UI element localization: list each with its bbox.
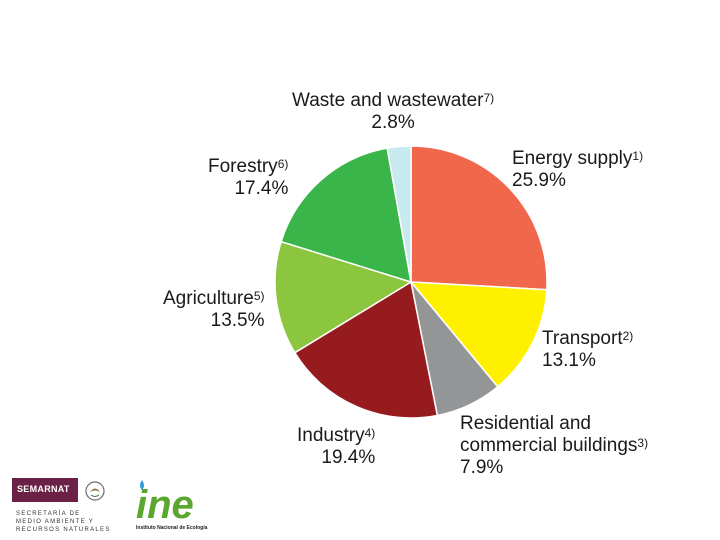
ine-logo: ine Instituto Nacional de Ecología xyxy=(132,478,224,536)
label-residential: Residential and commercial buildings3) 7… xyxy=(460,413,649,478)
label-waste: Waste and wastewater7) 2.8% xyxy=(292,90,495,133)
pie-slice-energy-supply xyxy=(410,145,548,291)
semarnat-brand-bar: SEMARNAT xyxy=(12,478,78,502)
label-agriculture: Agriculture5) 13.5% xyxy=(163,288,265,331)
semarnat-logo: SEMARNAT SECRETARÍA DE MEDIO AMBIENTE Y … xyxy=(12,478,112,536)
ine-subtitle: Instituto Nacional de Ecología xyxy=(136,525,208,531)
label-forestry: Forestry6) 17.4% xyxy=(208,156,289,199)
pie-slice-agriculture xyxy=(274,240,413,354)
label-transport: Transport2) 13.1% xyxy=(542,328,634,371)
label-industry: Industry4) 19.4% xyxy=(297,425,376,468)
pie-slice-transport xyxy=(409,281,548,388)
pie-slice-waste-and-wastewater xyxy=(386,145,412,283)
pie-slices xyxy=(274,145,548,419)
mexico-seal-icon xyxy=(85,481,105,501)
svg-text:ine: ine xyxy=(136,483,194,524)
ine-wordmark: ine xyxy=(136,480,194,527)
label-energy-supply: Energy supply1) 25.9% xyxy=(512,148,644,191)
water-drop-icon xyxy=(140,480,144,490)
pie-slice-industry xyxy=(293,280,439,419)
semarnat-brand-text: SEMARNAT xyxy=(17,484,70,494)
pie-slice-forestry xyxy=(280,147,412,284)
semarnat-name: SECRETARÍA DE MEDIO AMBIENTE Y RECURSOS … xyxy=(16,511,111,533)
